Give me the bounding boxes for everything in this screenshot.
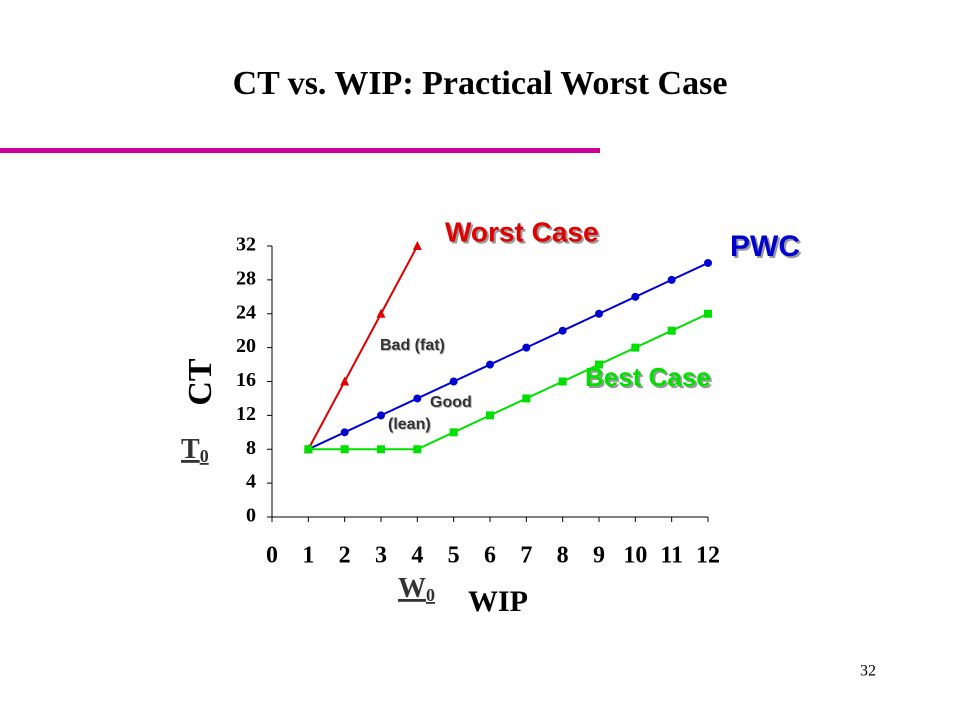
point bbox=[631, 292, 640, 301]
point bbox=[522, 394, 531, 403]
point bbox=[558, 377, 567, 386]
w0-main: W bbox=[398, 573, 426, 604]
x-tick-label: 2 bbox=[339, 543, 351, 569]
w0-sub: 0 bbox=[426, 585, 435, 605]
x-tick-label: 0 bbox=[266, 543, 278, 569]
y-tick-label: 20 bbox=[236, 335, 256, 357]
point bbox=[377, 445, 385, 454]
x-tick-label: 6 bbox=[484, 543, 496, 569]
point bbox=[376, 308, 386, 318]
y-axis-label: CT bbox=[182, 358, 219, 406]
point bbox=[412, 241, 422, 250]
series-label: Best Case bbox=[585, 362, 711, 392]
point bbox=[486, 360, 494, 369]
point bbox=[449, 377, 458, 386]
series-label-shadow: Worst Case bbox=[447, 218, 601, 249]
series-line bbox=[308, 312, 709, 451]
point bbox=[704, 258, 712, 267]
annotation: (lean) bbox=[388, 416, 431, 433]
x-tick-label: 12 bbox=[696, 543, 720, 569]
point bbox=[486, 411, 494, 420]
point bbox=[413, 394, 422, 403]
x-axis-label: WIP bbox=[468, 585, 528, 618]
x-tick-label: 11 bbox=[660, 543, 683, 569]
point bbox=[631, 343, 640, 352]
w0-label: W0 bbox=[398, 573, 435, 605]
point bbox=[595, 309, 603, 318]
point bbox=[667, 275, 676, 284]
t0-main: T bbox=[181, 434, 200, 465]
annotation-shadow: (lean) bbox=[389, 417, 432, 434]
t0-sub: 0 bbox=[200, 446, 209, 466]
y-tick-label: 0 bbox=[246, 505, 256, 527]
point bbox=[304, 445, 313, 454]
y-tick-label: 16 bbox=[236, 369, 256, 391]
x-tick-label: 9 bbox=[593, 543, 605, 569]
point bbox=[377, 411, 385, 420]
annotation: Good bbox=[430, 394, 472, 411]
annotation-shadow: Good bbox=[431, 395, 473, 412]
point bbox=[340, 376, 350, 386]
point bbox=[595, 360, 603, 369]
series-label: PWC bbox=[730, 230, 800, 263]
x-tick-label: 3 bbox=[375, 543, 387, 569]
series-line bbox=[307, 262, 709, 451]
x-tick-label: 8 bbox=[557, 543, 569, 569]
point bbox=[413, 445, 422, 454]
x-tick-label: 10 bbox=[623, 543, 647, 569]
point bbox=[340, 445, 349, 454]
point bbox=[340, 428, 349, 437]
x-tick-label: 4 bbox=[411, 543, 423, 569]
page-number: 32 bbox=[860, 663, 876, 680]
y-tick-label: 4 bbox=[246, 471, 256, 493]
x-tick-label: 7 bbox=[520, 543, 532, 569]
y-tick-label: 12 bbox=[236, 403, 256, 425]
point bbox=[704, 309, 712, 318]
y-tick-label: 32 bbox=[236, 234, 256, 256]
x-tick-label: 1 bbox=[302, 543, 314, 569]
series-label-shadow: PWC bbox=[732, 232, 802, 265]
series-line bbox=[307, 245, 419, 450]
point bbox=[522, 343, 531, 352]
point bbox=[558, 326, 567, 335]
title-rule bbox=[0, 148, 600, 153]
y-tick-label: 24 bbox=[236, 301, 256, 323]
annotation-shadow: Bad (fat) bbox=[381, 338, 446, 355]
x-tick-label: 5 bbox=[448, 543, 460, 569]
series-label-shadow: Best Case bbox=[587, 364, 713, 394]
y-tick-label: 8 bbox=[246, 437, 256, 459]
series-label: Worst Case bbox=[445, 216, 599, 247]
title: CT vs. WIP: Practical Worst Case bbox=[233, 65, 728, 102]
point bbox=[449, 428, 458, 437]
t0-label: T0 bbox=[181, 434, 209, 466]
point bbox=[667, 326, 676, 335]
annotation: Bad (fat) bbox=[380, 337, 445, 354]
y-tick-label: 28 bbox=[236, 267, 256, 289]
